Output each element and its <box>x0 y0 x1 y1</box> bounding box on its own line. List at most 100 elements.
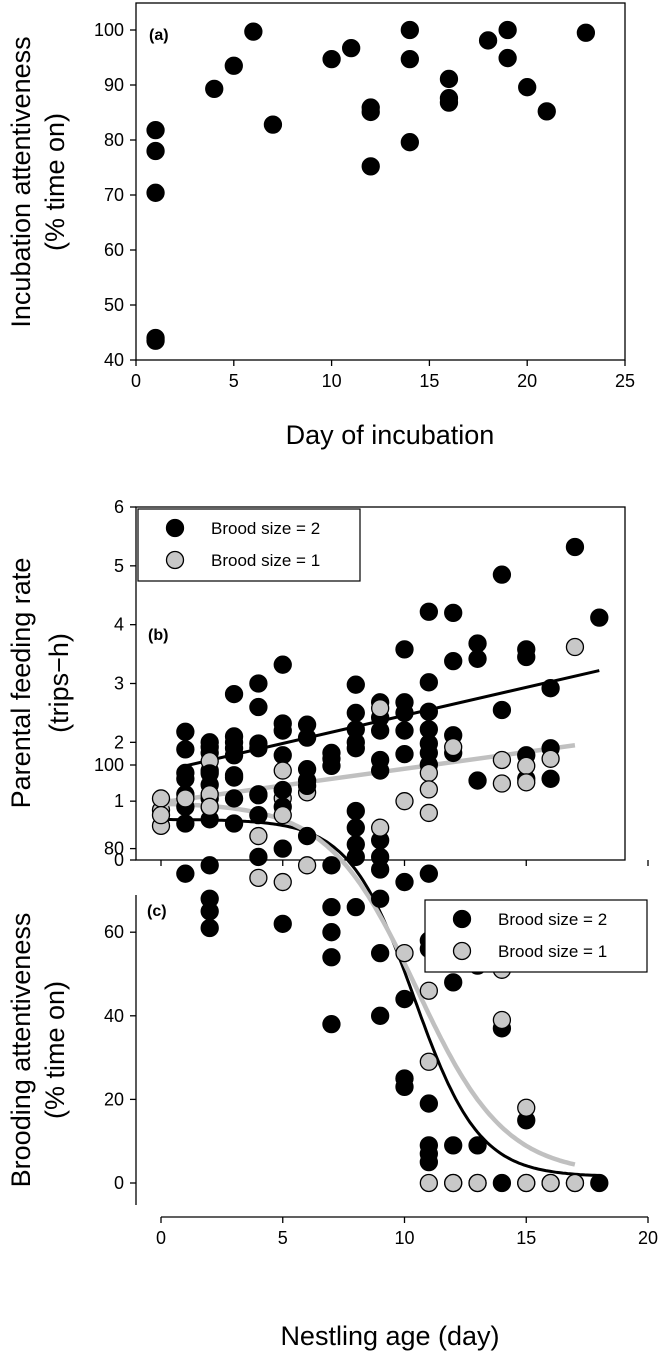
data-point <box>468 1136 487 1155</box>
data-point <box>273 806 292 825</box>
y-tick-label: 60 <box>104 240 124 260</box>
y-tick-label: 90 <box>104 75 124 95</box>
y-tick-label: 4 <box>114 615 124 635</box>
legend: Brood size = 2 Brood size = 1 <box>424 899 648 973</box>
data-point <box>395 744 414 764</box>
data-point <box>492 565 512 584</box>
data-point <box>263 115 283 134</box>
data-point <box>395 703 414 723</box>
data-point <box>224 746 244 765</box>
data-point <box>370 889 390 908</box>
legend-marker <box>452 941 472 961</box>
data-point <box>492 1173 512 1193</box>
data-point <box>273 780 292 800</box>
data-point <box>273 721 292 740</box>
data-point <box>297 826 317 846</box>
data-point <box>205 79 224 98</box>
data-point <box>322 856 341 875</box>
data-point <box>395 989 414 1009</box>
data-point <box>444 737 463 757</box>
data-point <box>249 674 268 693</box>
data-point <box>517 647 536 667</box>
y-tick-label: 40 <box>104 350 124 370</box>
y-tick-label: 0 <box>114 1173 124 1193</box>
data-point <box>249 847 268 867</box>
data-point <box>249 826 268 846</box>
legend: Brood size = 2 Brood size = 1 <box>137 508 361 582</box>
data-point <box>346 847 365 867</box>
data-point <box>537 102 556 121</box>
data-point <box>419 702 439 721</box>
data-point <box>492 1010 512 1030</box>
data-point <box>419 780 439 799</box>
data-point <box>322 923 341 942</box>
data-point <box>273 914 292 933</box>
x-tick-label: 10 <box>394 1228 414 1248</box>
y-tick-label: 100 <box>94 755 124 775</box>
data-point <box>273 746 292 765</box>
data-point <box>346 739 365 758</box>
panel-b: 0 1 2 3 4 5 6 Parental feeding rate (trips−h) (b)… <box>6 497 649 870</box>
data-point <box>346 801 365 821</box>
data-point <box>541 1173 560 1193</box>
legend-label: Brood size = 2 <box>211 519 320 538</box>
y-tick-label: 40 <box>104 1006 124 1026</box>
data-point <box>565 637 585 657</box>
y-axis-title: (% time on) <box>40 113 70 251</box>
data-point <box>346 818 365 837</box>
data-point <box>395 721 414 740</box>
data-point <box>370 761 390 780</box>
data-point <box>439 69 459 89</box>
data-point <box>200 797 219 816</box>
data-point <box>444 603 463 623</box>
legend-label: Brood size = 1 <box>498 942 607 961</box>
plot-frame <box>135 2 626 361</box>
y-tick-label: 1 <box>114 791 124 811</box>
data-point <box>200 764 219 783</box>
data-point <box>297 856 317 875</box>
y-tick-label: 70 <box>104 185 124 205</box>
data-point <box>444 651 463 671</box>
x-tick-label: 15 <box>516 1228 536 1248</box>
y-axis-title: Incubation attentiveness <box>6 36 36 327</box>
data-point <box>297 728 317 747</box>
data-point <box>224 789 244 808</box>
data-point <box>590 1173 609 1193</box>
data-point <box>419 1173 439 1193</box>
data-point <box>370 699 390 718</box>
data-point <box>419 673 439 692</box>
data-point <box>273 839 292 858</box>
data-point <box>419 803 439 823</box>
y-tick-label: 80 <box>104 839 124 859</box>
data-point <box>419 1052 439 1071</box>
data-point <box>224 768 244 787</box>
x-tick-label: 0 <box>156 1228 166 1248</box>
data-point <box>565 1173 585 1193</box>
data-point <box>273 761 292 780</box>
data-point <box>146 141 165 161</box>
data-point <box>370 1006 390 1025</box>
data-point <box>565 537 585 557</box>
data-point <box>590 608 609 627</box>
data-point <box>249 739 268 758</box>
data-point <box>146 183 165 202</box>
data-point <box>541 749 560 768</box>
data-point <box>322 948 341 967</box>
data-point <box>146 120 165 140</box>
data-point <box>176 769 195 788</box>
x-axis-title: Day of incubation <box>286 420 495 450</box>
data-point <box>370 721 390 740</box>
data-point <box>176 864 195 883</box>
data-point <box>517 1173 536 1193</box>
data-point <box>297 760 317 779</box>
data-point <box>370 818 390 837</box>
legend-marker <box>452 909 472 929</box>
data-point <box>249 785 268 804</box>
y-tick-label: 100 <box>94 20 124 40</box>
data-point <box>370 860 390 879</box>
data-point <box>361 102 380 122</box>
data-point <box>468 1173 487 1193</box>
data-point <box>400 20 419 40</box>
data-point <box>370 943 390 963</box>
data-point <box>419 981 439 1000</box>
